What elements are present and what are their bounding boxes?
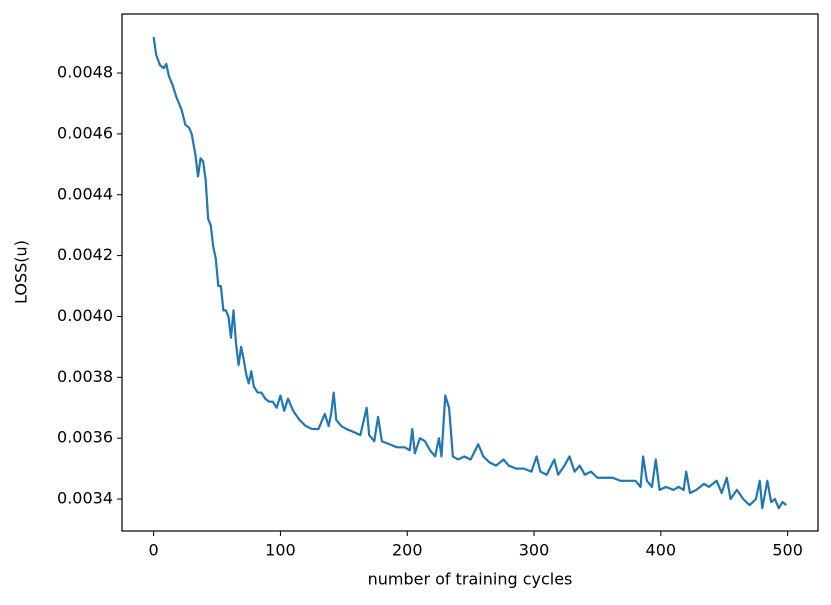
y-tick-label: 0.0048 bbox=[57, 63, 113, 82]
y-tick-label: 0.0040 bbox=[57, 306, 113, 325]
loss-line bbox=[152, 36, 788, 510]
y-tick-label: 0.0046 bbox=[57, 123, 113, 142]
x-tick-label: 400 bbox=[646, 541, 677, 560]
x-tick-label: 0 bbox=[149, 541, 159, 560]
x-tick-label: 100 bbox=[265, 541, 296, 560]
y-axis-label: LOSS(u) bbox=[12, 240, 31, 304]
y-tick-label: 0.0044 bbox=[57, 184, 113, 203]
y-tick-label: 0.0036 bbox=[57, 428, 113, 447]
x-axis-label: number of training cycles bbox=[368, 570, 573, 589]
y-tick-label: 0.0034 bbox=[57, 489, 113, 508]
x-tick-label: 300 bbox=[519, 541, 550, 560]
x-tick-label: 500 bbox=[772, 541, 803, 560]
x-tick-label: 200 bbox=[392, 541, 423, 560]
y-tick-label: 0.0042 bbox=[57, 245, 113, 264]
plot-frame bbox=[121, 13, 819, 532]
y-tick-label: 0.0038 bbox=[57, 367, 113, 386]
